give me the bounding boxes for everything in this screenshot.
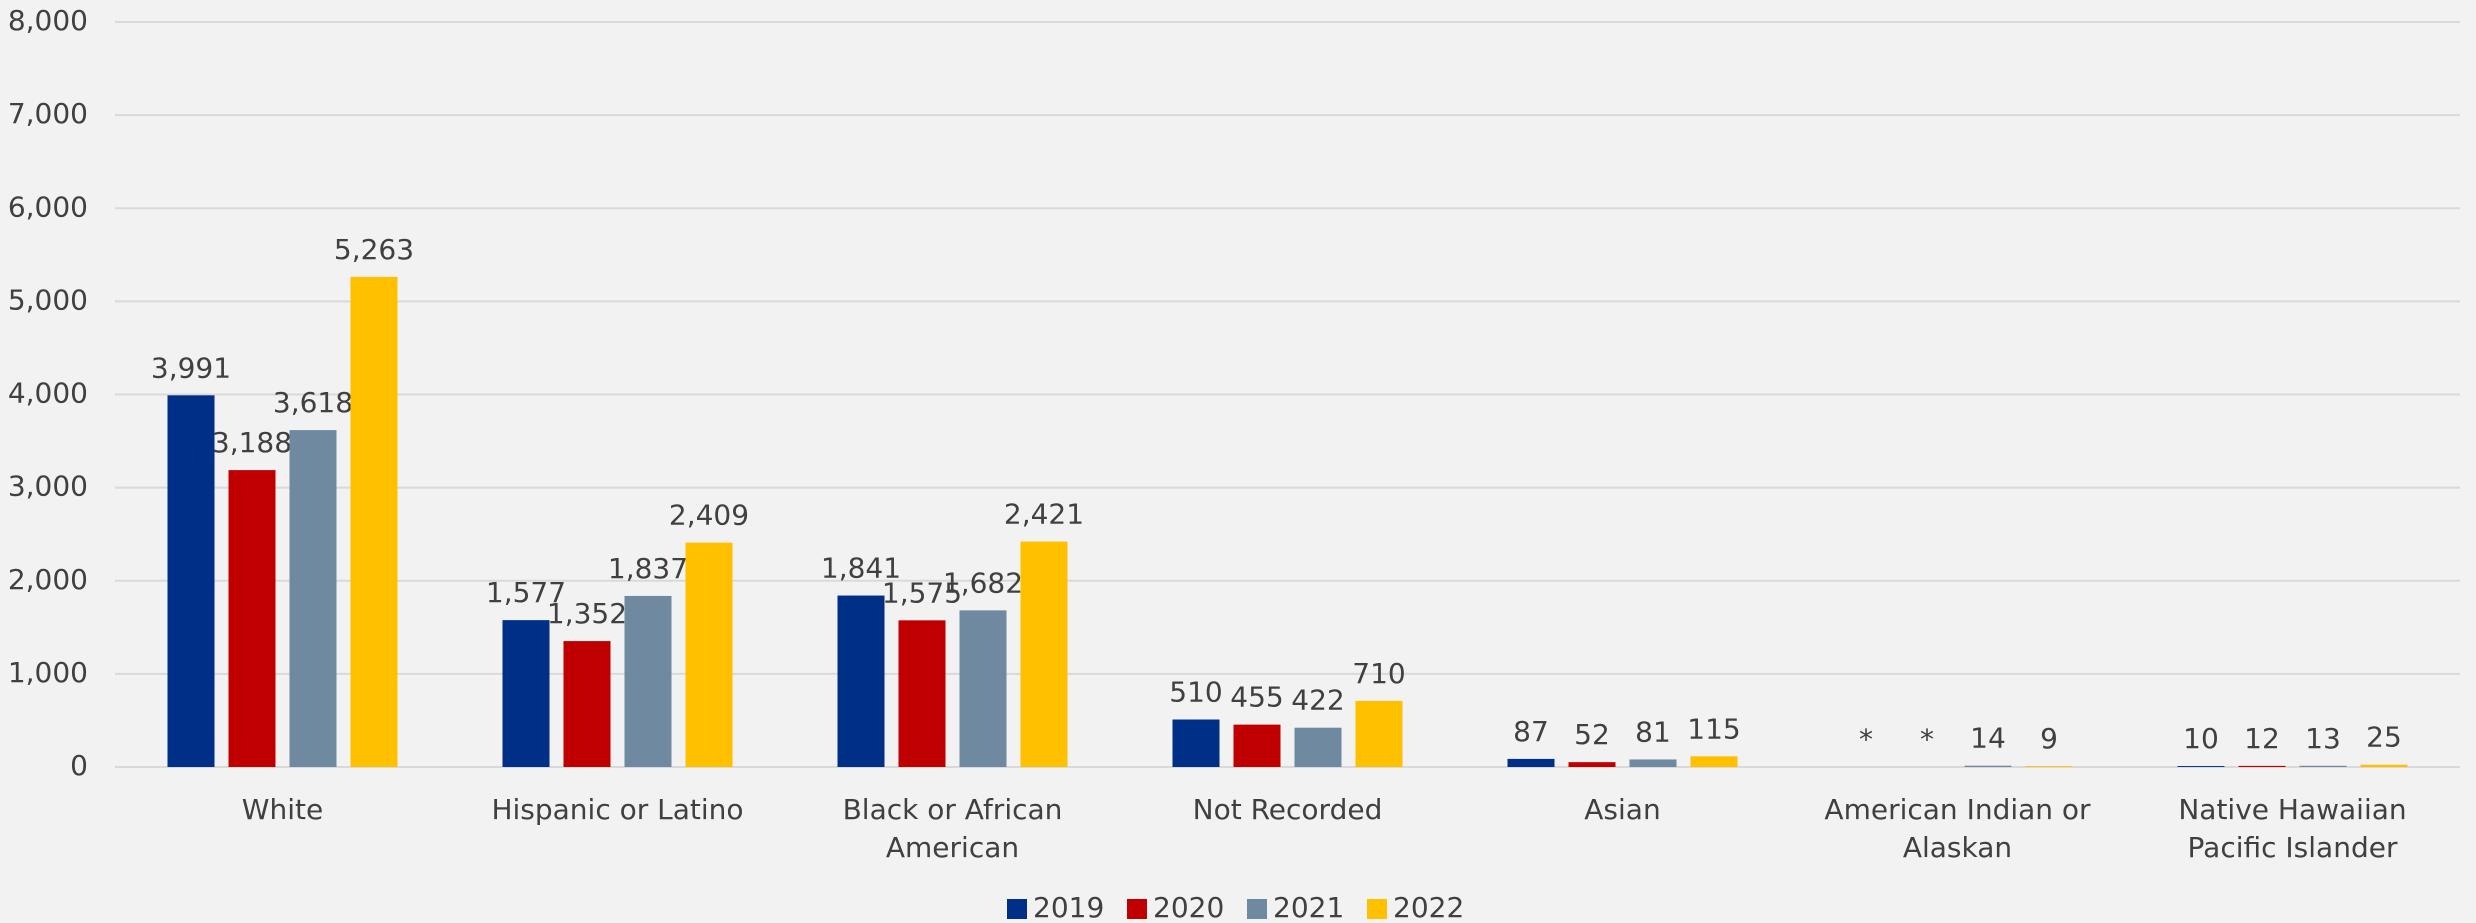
- data-label: 510: [1169, 676, 1222, 709]
- bar: [563, 641, 611, 767]
- bar: [1294, 727, 1342, 767]
- data-label: 3,188: [212, 426, 292, 459]
- x-tick-label: Not Recorded: [1192, 793, 1383, 826]
- legend-swatch: [1247, 899, 1267, 919]
- x-tick-label: Asian: [1584, 793, 1661, 826]
- y-tick-label: 5,000: [8, 283, 88, 316]
- bar: [1233, 724, 1281, 767]
- legend-swatch: [1127, 899, 1147, 919]
- x-tick-label: Hispanic or Latino: [491, 793, 744, 826]
- bar: [1020, 541, 1068, 767]
- bar: [228, 470, 276, 767]
- y-tick-label: 4,000: [8, 377, 88, 410]
- y-tick-label: 2,000: [8, 563, 88, 596]
- bar: [685, 542, 733, 767]
- data-label: 9: [2040, 722, 2058, 755]
- y-tick-label: 7,000: [8, 97, 88, 130]
- x-tick-label: Native Hawaiian Pacific Islander: [2178, 793, 2407, 864]
- data-label: 3,618: [273, 386, 353, 419]
- bar: [1355, 700, 1403, 767]
- data-label: 1,682: [943, 566, 1023, 599]
- data-label: 25: [2366, 721, 2402, 754]
- bar: [2025, 766, 2073, 767]
- legend-label: 2019: [1033, 891, 1104, 923]
- legend-swatch: [1007, 899, 1027, 919]
- data-label: 10: [2183, 722, 2219, 755]
- data-label: 1,841: [821, 552, 901, 585]
- bar: [2238, 765, 2286, 767]
- bar: [624, 595, 672, 767]
- data-label: 422: [1291, 684, 1344, 717]
- data-label: 12: [2244, 722, 2280, 755]
- data-label: 1,575: [882, 576, 962, 609]
- legend-swatch: [1367, 899, 1387, 919]
- y-tick-label: 3,000: [8, 470, 88, 503]
- bar: [1507, 758, 1555, 767]
- data-label: 1,577: [486, 576, 566, 609]
- bar: [2299, 765, 2347, 767]
- legend-label: 2022: [1393, 891, 1464, 923]
- bar: [350, 276, 398, 767]
- data-label: 2,421: [1004, 498, 1084, 531]
- x-tick-label: White: [241, 793, 324, 826]
- bar: [502, 620, 550, 767]
- x-tick-label: American Indian or Alaskan: [1824, 793, 2091, 864]
- data-label: 710: [1352, 657, 1405, 690]
- bar: [1964, 765, 2012, 767]
- data-label: 1,352: [547, 597, 627, 630]
- bar: [1568, 762, 1616, 767]
- bar: [898, 620, 946, 767]
- data-label: 13: [2305, 722, 2341, 755]
- legend-label: 2020: [1153, 891, 1224, 923]
- data-label: 3,991: [151, 351, 231, 384]
- bar: [2177, 766, 2225, 767]
- bar: [167, 395, 215, 767]
- data-label: 14: [1970, 722, 2006, 755]
- data-label: 52: [1574, 718, 1610, 751]
- data-label: *: [1920, 723, 1934, 756]
- data-label: 5,263: [334, 233, 414, 266]
- bar: [1629, 759, 1677, 767]
- y-tick-label: 8,000: [8, 4, 88, 37]
- data-label: 455: [1230, 681, 1283, 714]
- bar: [837, 595, 885, 767]
- y-tick-label: 1,000: [8, 656, 88, 689]
- data-label: 115: [1687, 712, 1740, 745]
- x-tick-label: Black or African American: [842, 793, 1063, 864]
- bar: [1172, 719, 1220, 767]
- legend-label: 2021: [1273, 891, 1344, 923]
- data-label: 81: [1635, 715, 1671, 748]
- data-label: *: [1859, 723, 1873, 756]
- bar: [289, 430, 337, 767]
- bar: [1690, 756, 1738, 767]
- data-label: 2,409: [669, 499, 749, 532]
- data-label: 87: [1513, 715, 1549, 748]
- bar: [2360, 764, 2408, 767]
- y-tick-label: 6,000: [8, 190, 88, 223]
- y-tick-label: 0: [70, 749, 88, 782]
- bar: [959, 610, 1007, 767]
- data-label: 1,837: [608, 552, 688, 585]
